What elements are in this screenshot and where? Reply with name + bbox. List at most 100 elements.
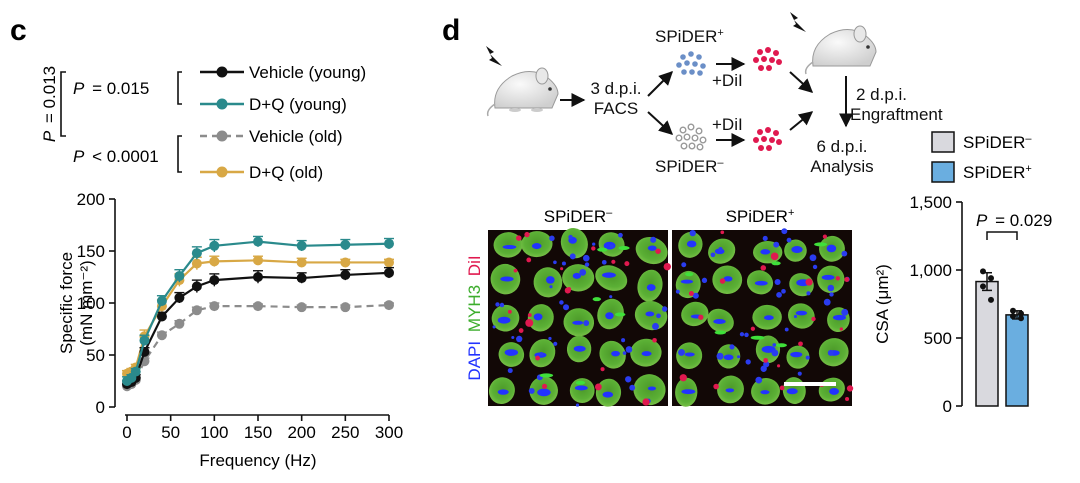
- data-point: [1010, 313, 1016, 320]
- legend-label-spider-neg: SPiDER–: [963, 133, 1032, 152]
- dil-signal: [844, 277, 850, 282]
- data-point: [384, 267, 394, 278]
- nucleus: [646, 284, 656, 291]
- nucleus: [723, 354, 734, 361]
- interstitial-nucleus: [492, 325, 496, 329]
- dil-step-label: +DiI: [712, 71, 743, 90]
- nucleus: [790, 351, 803, 358]
- interstitial-nucleus: [841, 308, 849, 316]
- interstitial-nucleus: [745, 359, 751, 365]
- interstitial-nucleus: [499, 302, 505, 308]
- nucleus: [572, 272, 581, 279]
- p-outer: P = 0.013: [40, 66, 59, 142]
- myh3-signal: [750, 335, 765, 340]
- x-tick-label: 200: [287, 423, 315, 442]
- data-point: [253, 272, 263, 282]
- scale-bar: [784, 382, 836, 386]
- dil-signal: [805, 278, 813, 286]
- nucleus: [647, 245, 657, 251]
- interstitial-nucleus: [797, 371, 802, 376]
- x-tick-label: 100: [200, 423, 228, 442]
- dil-signal: [719, 278, 726, 284]
- interstitial-nucleus: [776, 292, 782, 298]
- interstitial-nucleus: [575, 403, 580, 407]
- data-point: [1010, 307, 1016, 314]
- interstitial-nucleus: [618, 232, 623, 238]
- nucleus: [611, 350, 620, 357]
- interstitial-nucleus: [579, 268, 587, 276]
- muscle-fiber: [675, 270, 701, 299]
- legend-marker: [216, 130, 228, 142]
- nucleus: [829, 387, 840, 395]
- data-point: [384, 257, 394, 268]
- nucleus: [686, 240, 697, 248]
- interstitial-nucleus: [771, 349, 779, 357]
- dil-signal: [770, 252, 779, 261]
- legend-label: D+Q (old): [249, 163, 323, 182]
- dil-signal: [763, 357, 769, 363]
- interstitial-nucleus: [661, 306, 668, 312]
- legend-label: D+Q (young): [249, 95, 347, 114]
- data-point: [253, 236, 263, 247]
- dil-signal: [516, 235, 522, 241]
- facs-step-label: FACS: [594, 99, 638, 118]
- muscle-fiber: [493, 232, 523, 258]
- dil-signal: [611, 259, 616, 264]
- dil-signal: [591, 246, 596, 251]
- muscle-fiber: [569, 378, 595, 403]
- myh3-signal: [539, 373, 554, 378]
- dil-signal: [655, 248, 661, 254]
- data-point: [1018, 315, 1024, 322]
- data-point: [209, 301, 220, 312]
- data-point: [191, 281, 202, 292]
- interstitial-nucleus: [793, 314, 798, 319]
- interstitial-nucleus: [625, 346, 633, 353]
- data-point: [156, 311, 167, 322]
- data-point: [209, 256, 220, 267]
- dil-signal: [652, 337, 657, 343]
- workflow-arrows: [560, 57, 853, 147]
- interstitial-nucleus: [548, 336, 552, 341]
- interstitial-nucleus: [621, 338, 626, 343]
- micrograph-spider-pos: [672, 228, 854, 407]
- dil-signal: [835, 276, 841, 281]
- nucleus: [645, 311, 655, 317]
- bar: [1005, 314, 1029, 407]
- dil-signal: [846, 385, 854, 392]
- nucleus: [725, 388, 735, 393]
- interstitial-nucleus: [516, 335, 523, 343]
- nucleus: [537, 388, 551, 397]
- csa-bar-chart: 0 500 1,000 1,500 CSA (μm²): [873, 193, 1029, 416]
- interstitial-nucleus: [609, 295, 613, 299]
- x-tick-label: 300: [375, 423, 403, 442]
- interstitial-nucleus: [650, 236, 657, 243]
- nucleus: [684, 352, 695, 357]
- data-point: [340, 302, 351, 313]
- data-point: [384, 300, 394, 311]
- data-point: [340, 239, 351, 250]
- interstitial-nucleus: [692, 292, 699, 299]
- nucleus: [573, 345, 586, 352]
- data-point: [130, 366, 141, 377]
- nucleus: [786, 388, 798, 395]
- data-point: [1018, 310, 1024, 317]
- interstitial-nucleus: [569, 253, 576, 260]
- interstitial-nucleus: [827, 349, 834, 356]
- dil-signal: [513, 268, 518, 273]
- y-tick-label: 150: [77, 242, 105, 261]
- engraftment-label: 2 d.p.i.: [856, 85, 907, 104]
- data-point: [139, 335, 150, 346]
- interstitial-nucleus: [718, 247, 723, 252]
- interstitial-nucleus: [583, 254, 590, 262]
- series-1: [122, 235, 394, 386]
- nucleus: [760, 249, 771, 255]
- dil-signal: [663, 262, 672, 271]
- legend-swatch-spider-pos: [931, 161, 955, 183]
- dil-signal: [624, 261, 630, 267]
- interstitial-nucleus: [549, 235, 555, 242]
- interstitial-nucleus: [716, 352, 724, 360]
- interstitial-nucleus: [806, 291, 811, 296]
- legend-label-spider-pos: SPiDER+: [963, 163, 1032, 182]
- legend-swatch-spider-neg: [931, 131, 955, 153]
